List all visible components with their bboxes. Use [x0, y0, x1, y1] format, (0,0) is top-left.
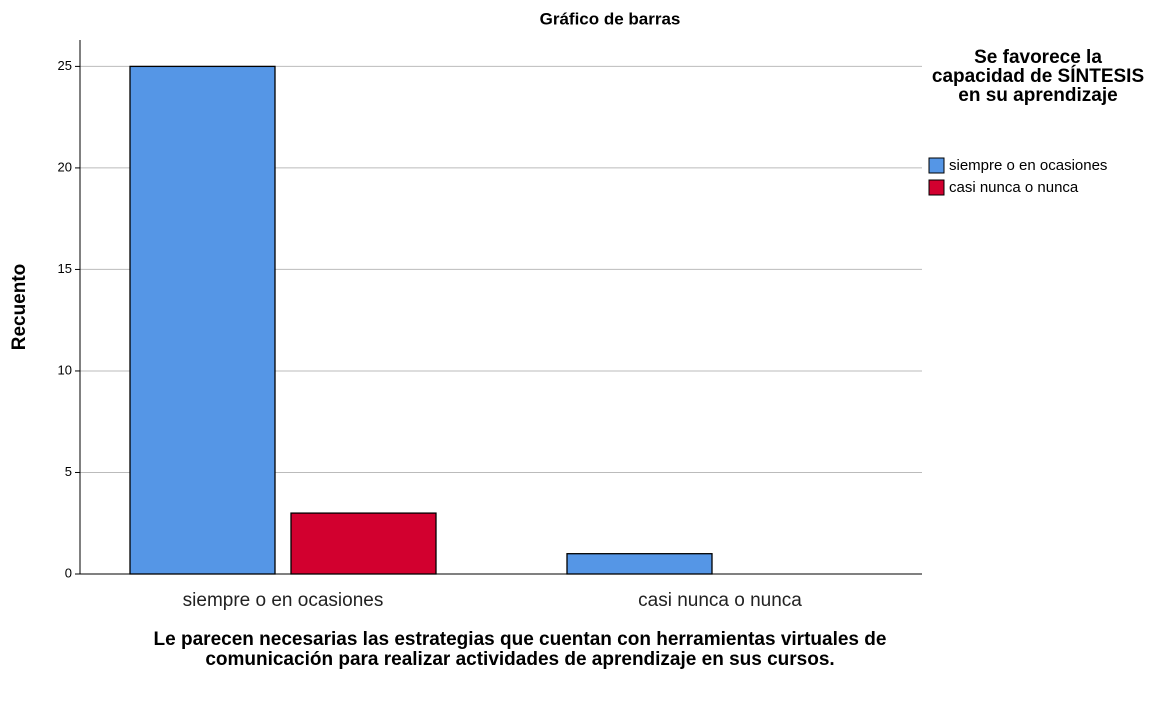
x-tick-label: siempre o en ocasiones [183, 590, 384, 611]
bar [129, 65, 276, 575]
y-tick-label: 20 [58, 159, 72, 174]
y-axis-label: Recuento [9, 264, 30, 351]
y-tick-label: 10 [58, 362, 72, 377]
x-tick-label: casi nunca o nunca [638, 590, 802, 611]
x-axis-label: Le parecen necesarias las estrategias qu… [153, 629, 887, 670]
legend-swatch [928, 157, 945, 174]
y-tick-label: 0 [65, 565, 72, 580]
bar [290, 512, 437, 575]
legend-label: casi nunca o nunca [949, 179, 1079, 196]
y-tick-label: 25 [58, 58, 72, 73]
legend-label: siempre o en ocasiones [949, 157, 1107, 174]
chart-title: Gráfico de barras [540, 9, 681, 28]
bar [566, 553, 713, 575]
legend-title: Se favorece la capacidad de SÍNTESIS en … [931, 47, 1145, 106]
legend-swatch [928, 179, 945, 196]
y-tick-label: 5 [65, 464, 72, 479]
y-tick-label: 15 [58, 261, 72, 276]
